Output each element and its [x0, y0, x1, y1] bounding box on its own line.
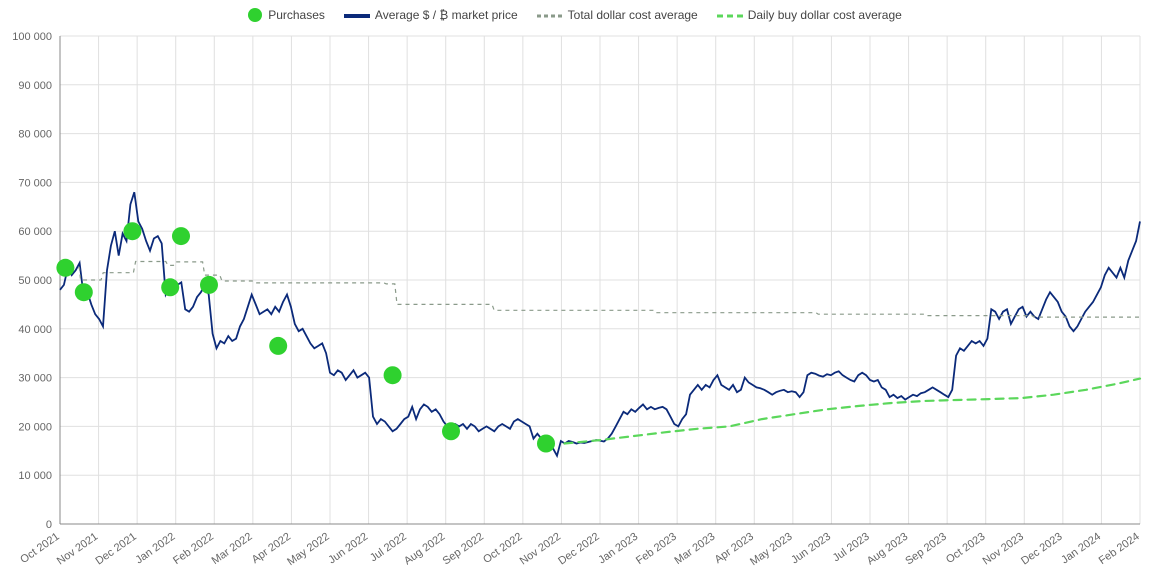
svg-text:50 000: 50 000	[18, 275, 52, 287]
line-swatch-icon	[536, 9, 562, 21]
svg-text:20 000: 20 000	[18, 421, 52, 433]
purchase-marker	[161, 278, 179, 296]
svg-text:Oct 2022: Oct 2022	[481, 531, 524, 566]
svg-text:Aug 2022: Aug 2022	[402, 531, 447, 568]
legend-item-total_dca[interactable]: Total dollar cost average	[536, 8, 698, 22]
purchase-marker	[384, 366, 402, 384]
legend-label: Total dollar cost average	[568, 8, 698, 22]
svg-text:100 000: 100 000	[12, 31, 52, 43]
legend-label: Daily buy dollar cost average	[748, 8, 902, 22]
total-dca-line	[62, 262, 1140, 318]
svg-text:Dec 2023: Dec 2023	[1019, 531, 1064, 568]
purchase-marker	[442, 422, 460, 440]
purchase-marker	[269, 337, 287, 355]
svg-text:0: 0	[46, 519, 52, 531]
svg-text:90 000: 90 000	[18, 80, 52, 92]
svg-text:Mar 2022: Mar 2022	[210, 531, 255, 567]
chart-legend: Purchases Average $ / ₿ market price Total…	[0, 0, 1150, 26]
svg-text:Feb 2022: Feb 2022	[171, 531, 216, 567]
svg-text:70 000: 70 000	[18, 177, 52, 189]
svg-text:Dec 2022: Dec 2022	[556, 531, 601, 568]
svg-text:40 000: 40 000	[18, 324, 52, 336]
svg-text:Sep 2023: Sep 2023	[903, 531, 948, 568]
purchase-marker	[75, 283, 93, 301]
svg-text:Jan 2022: Jan 2022	[133, 531, 177, 567]
svg-text:May 2022: May 2022	[285, 531, 331, 569]
daily-dca-line	[564, 379, 1140, 444]
svg-text:Oct 2023: Oct 2023	[944, 531, 987, 566]
legend-item-daily_dca[interactable]: Daily buy dollar cost average	[716, 8, 902, 22]
purchase-marker	[172, 227, 190, 245]
svg-text:Jun 2022: Jun 2022	[326, 531, 370, 567]
legend-item-purchases[interactable]: Purchases	[248, 8, 325, 22]
legend-label: Purchases	[268, 8, 325, 22]
svg-text:Feb 2024: Feb 2024	[1097, 531, 1142, 567]
svg-text:60 000: 60 000	[18, 226, 52, 238]
svg-text:Jan 2023: Jan 2023	[596, 531, 640, 567]
svg-text:30 000: 30 000	[18, 373, 52, 385]
svg-text:Nov 2022: Nov 2022	[518, 531, 563, 568]
svg-text:May 2023: May 2023	[748, 531, 794, 569]
svg-text:Oct 2021: Oct 2021	[18, 531, 61, 566]
line-swatch-icon	[343, 9, 369, 21]
svg-text:80 000: 80 000	[18, 129, 52, 141]
circle-icon	[248, 8, 262, 22]
legend-item-market_price[interactable]: Average $ / ₿ market price	[343, 8, 518, 22]
chart-svg: 0 10 000 20 000 30 000 40 000 50 000 60 000 70 …	[0, 26, 1150, 584]
line-swatch-icon	[716, 9, 742, 21]
svg-text:Mar 2023: Mar 2023	[672, 531, 717, 567]
svg-text:10 000: 10 000	[18, 470, 52, 482]
svg-text:Aug 2023: Aug 2023	[865, 531, 910, 568]
purchase-marker	[537, 435, 555, 453]
price-chart: Purchases Average $ / ₿ market price Total…	[0, 0, 1150, 580]
purchase-marker	[56, 259, 74, 277]
svg-text:Feb 2023: Feb 2023	[634, 531, 679, 567]
svg-text:Jun 2023: Jun 2023	[789, 531, 833, 567]
purchase-marker	[123, 222, 141, 240]
svg-text:Dec 2021: Dec 2021	[93, 531, 138, 568]
purchase-marker	[200, 276, 218, 294]
legend-label: Average $ / ₿ market price	[375, 8, 518, 22]
svg-text:Nov 2021: Nov 2021	[55, 531, 100, 568]
svg-text:Jan 2024: Jan 2024	[1059, 531, 1103, 567]
svg-text:Sep 2022: Sep 2022	[441, 531, 486, 568]
svg-text:Nov 2023: Nov 2023	[981, 531, 1026, 568]
